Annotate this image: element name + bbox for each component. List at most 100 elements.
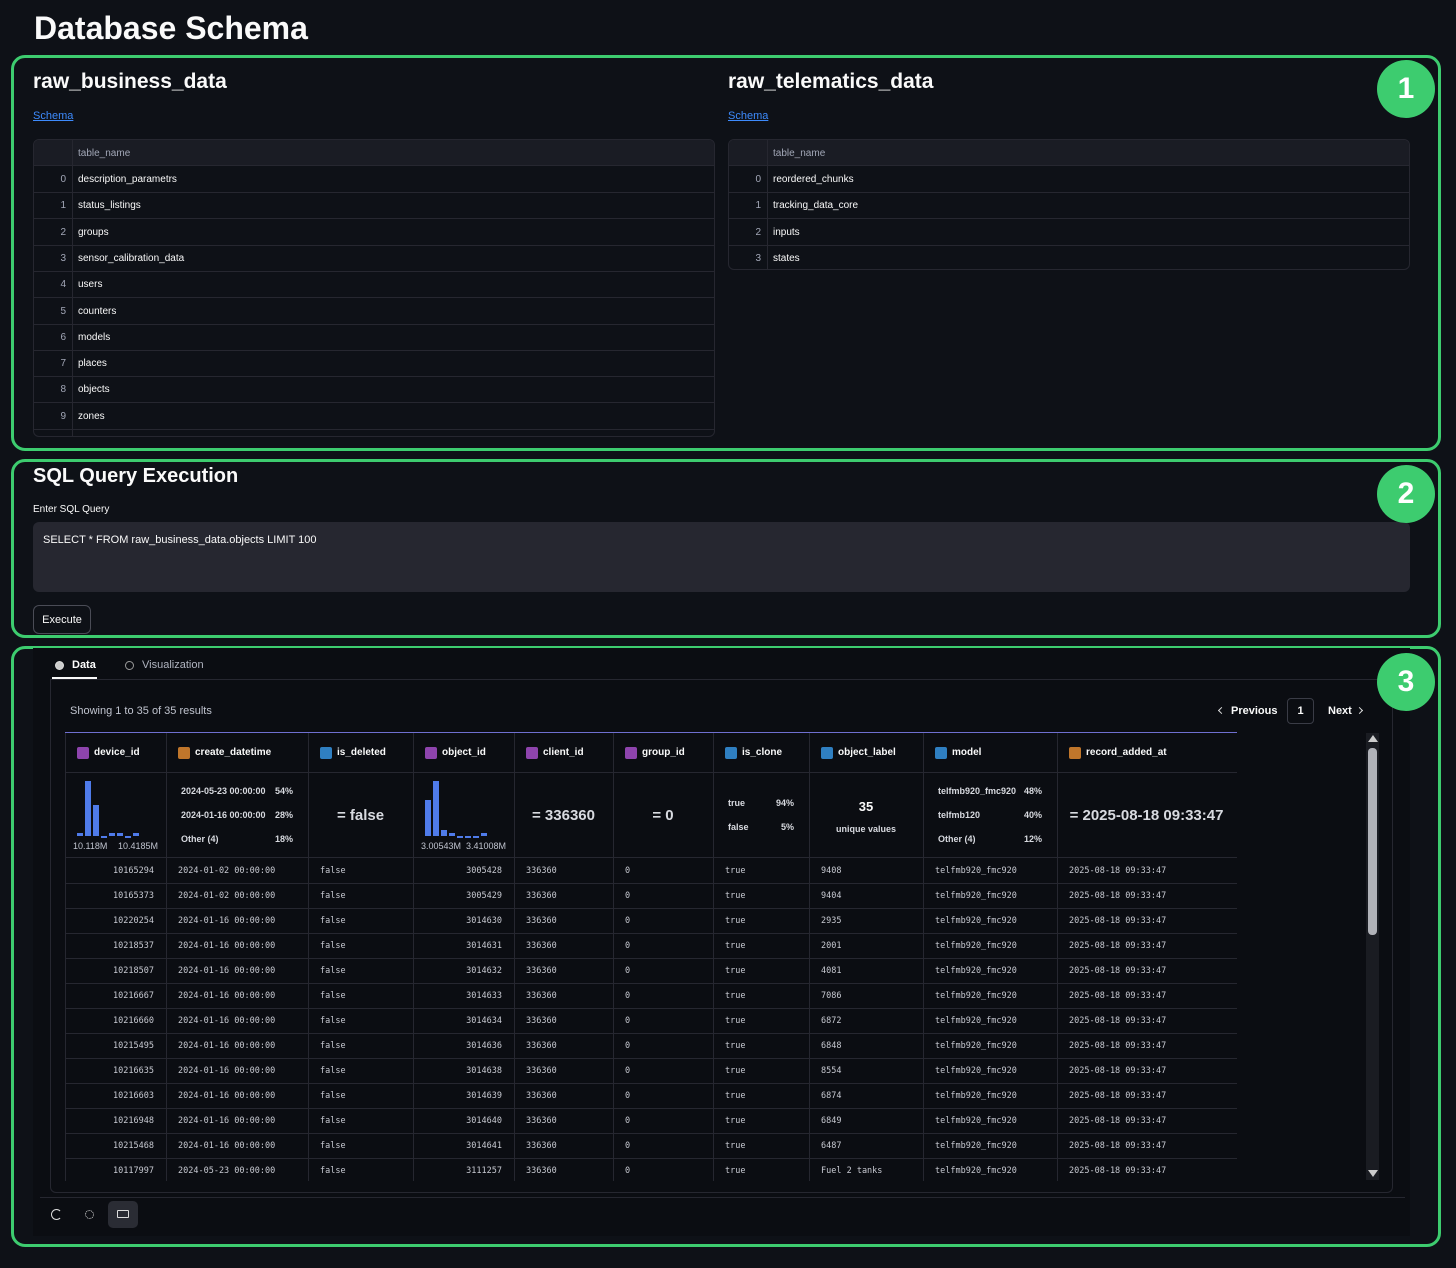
schema-link[interactable]: Schema — [728, 110, 769, 122]
row-divider — [65, 1008, 1237, 1009]
row-divider — [65, 883, 1237, 884]
cell: 3014633 — [466, 991, 502, 1001]
cell: 2025-08-18 09:33:47 — [1069, 991, 1167, 1001]
cell: false — [320, 1141, 346, 1151]
cell: 2024-05-23 00:00:00 — [178, 1166, 276, 1176]
cell: telfmb920_fmc920 — [935, 916, 1017, 926]
cell: false — [320, 1066, 346, 1076]
cell: true — [725, 866, 746, 876]
histogram-bar — [441, 829, 447, 836]
column-header[interactable]: create_datetime — [195, 747, 272, 758]
sql-heading: SQL Query Execution — [33, 465, 239, 487]
sql-input[interactable]: SELECT * FROM raw_business_data.objects … — [33, 522, 1410, 592]
theme-dark[interactable] — [51, 1209, 62, 1220]
column-header[interactable]: object_label — [838, 747, 896, 758]
cell: places — [78, 358, 107, 370]
column-header[interactable]: record_added_at — [1086, 747, 1167, 758]
cell: 2024-01-16 00:00:00 — [178, 1041, 276, 1051]
cell: false — [320, 941, 346, 951]
column-header[interactable]: is_deleted — [337, 747, 386, 758]
schema-heading: raw_telematics_data — [728, 70, 934, 93]
column-divider — [713, 733, 714, 1181]
cell: description_parametrs — [78, 174, 177, 185]
theme-system-bg[interactable] — [108, 1201, 138, 1228]
next-button[interactable]: Next — [1328, 705, 1352, 717]
row-divider — [34, 192, 714, 193]
row-divider — [65, 1158, 1237, 1159]
cell: 10215468 — [113, 1141, 154, 1151]
histogram-bar — [457, 836, 463, 838]
row-index: 8 — [60, 384, 66, 396]
cell: 2024-01-16 00:00:00 — [178, 1091, 276, 1101]
schema-link[interactable]: Schema — [33, 110, 74, 122]
column-header[interactable]: client_id — [543, 747, 584, 758]
scrollbar-thumb[interactable] — [1368, 748, 1377, 935]
previous-button[interactable]: Previous — [1231, 705, 1278, 717]
cell: true — [725, 1016, 746, 1026]
column-header[interactable]: group_id — [642, 747, 685, 758]
cell: 6848 — [821, 1041, 842, 1051]
histogram-bar — [109, 832, 115, 836]
cell: 2024-01-16 00:00:00 — [178, 991, 276, 1001]
cell: tracking_data_core — [773, 200, 859, 212]
cell: 2025-08-18 09:33:47 — [1069, 966, 1167, 976]
column-header[interactable]: device_id — [94, 747, 140, 758]
cell: 2025-08-18 09:33:47 — [1069, 891, 1167, 901]
cell: inputs — [773, 226, 800, 238]
tab-rule — [50, 679, 1410, 680]
column-header: table_name — [78, 148, 131, 159]
cell: 10165373 — [113, 891, 154, 901]
histogram-bar — [93, 805, 99, 836]
page-number[interactable]: 1 — [1287, 698, 1314, 724]
tab[interactable]: Data — [72, 659, 96, 671]
cell: false — [320, 966, 346, 976]
column-header[interactable]: model — [952, 747, 982, 758]
single-value: = 0 — [652, 807, 674, 824]
summary-divider — [65, 857, 1237, 858]
type-icon — [320, 747, 332, 759]
cell: false — [320, 1166, 346, 1176]
cell: 336360 — [526, 1116, 557, 1126]
row-index: 1 — [755, 200, 761, 212]
cell: telfmb920_fmc920 — [935, 1091, 1017, 1101]
cell: 2024-01-16 00:00:00 — [178, 916, 276, 926]
cell: telfmb920_fmc920 — [935, 991, 1017, 1001]
type-icon — [725, 747, 737, 759]
cell: 2024-01-16 00:00:00 — [178, 1141, 276, 1151]
tab[interactable]: Visualization — [142, 659, 204, 671]
tab-icon — [55, 661, 64, 670]
cell: objects — [78, 384, 110, 396]
column-header: table_name — [773, 148, 826, 159]
row-index: 2 — [60, 226, 66, 238]
cell: 2025-08-18 09:33:47 — [1069, 1066, 1167, 1076]
cell: true — [725, 891, 746, 901]
row-divider — [34, 323, 714, 325]
tab-underline — [52, 677, 97, 679]
cell: 2024-01-02 00:00:00 — [178, 891, 276, 901]
row-index: 4 — [60, 279, 66, 291]
cell: 0 — [625, 1141, 631, 1151]
footer-rule — [40, 1197, 1405, 1198]
cell: 0 — [625, 966, 631, 976]
cell: 3014640 — [466, 1116, 502, 1126]
cell: 2024-01-16 00:00:00 — [178, 941, 276, 951]
column-header[interactable]: is_clone — [742, 747, 783, 758]
cell: 2024-01-16 00:00:00 — [178, 966, 276, 976]
execute-button[interactable]: Execute — [33, 605, 91, 634]
cell: 6849 — [821, 1116, 842, 1126]
cell: 2025-08-18 09:33:47 — [1069, 1166, 1167, 1176]
top-value: 2024-05-23 00:00:00 — [181, 786, 266, 796]
results-panel — [33, 648, 1410, 1236]
cell: 9408 — [821, 866, 842, 876]
cell: 336360 — [526, 866, 557, 876]
theme-light[interactable] — [85, 1210, 94, 1219]
type-icon — [1069, 747, 1081, 759]
cell: 2025-08-18 09:33:47 — [1069, 866, 1167, 876]
section-badge: 3 — [1377, 653, 1435, 711]
scroll-up — [1368, 735, 1378, 742]
row-divider — [65, 908, 1237, 909]
cell: telfmb920_fmc920 — [935, 1016, 1017, 1026]
column-header[interactable]: object_id — [442, 747, 486, 758]
